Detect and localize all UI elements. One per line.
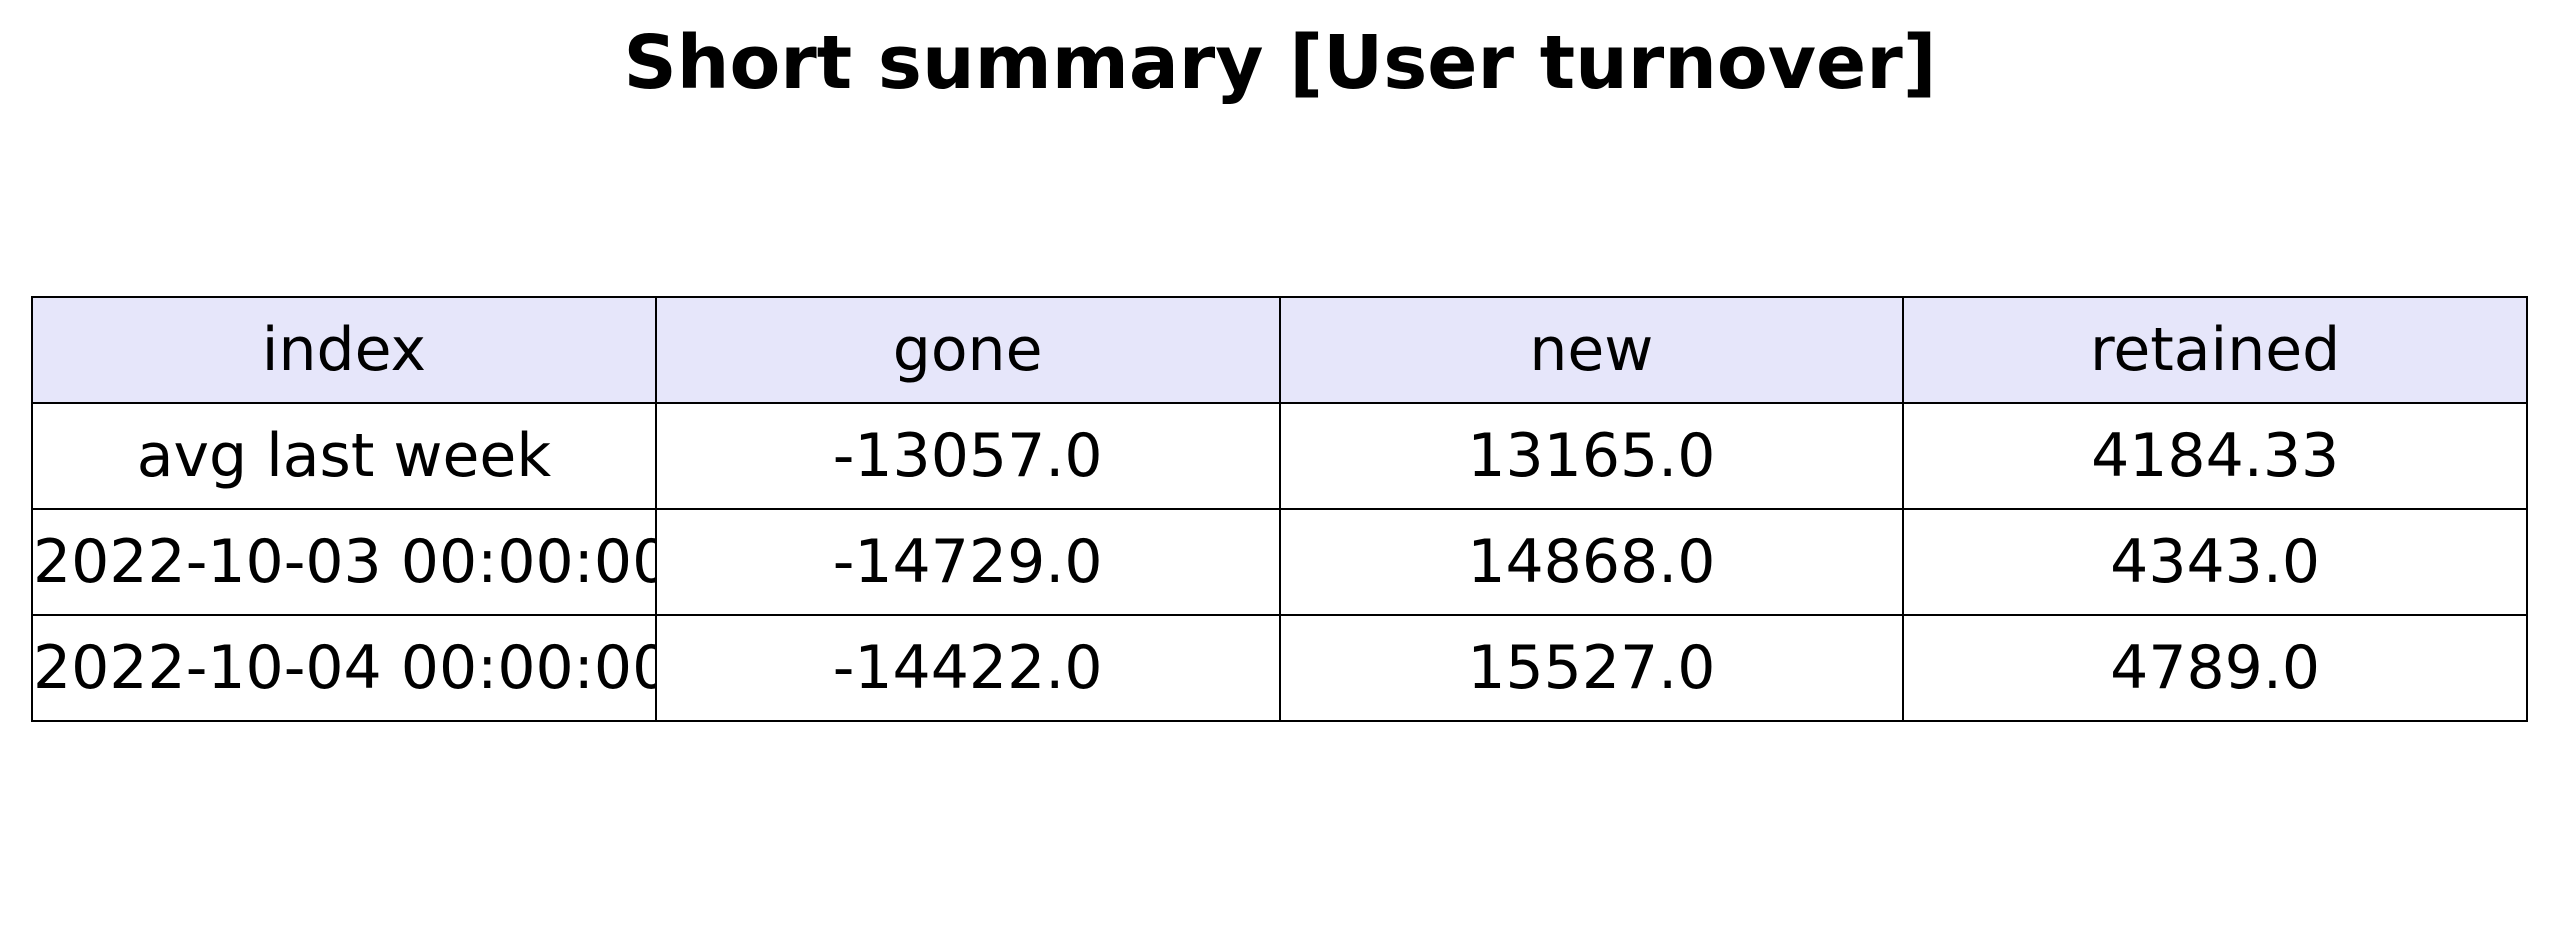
table-row: avg last week -13057.0 13165.0 4184.33 [31,402,2528,510]
column-header-gone: gone [654,296,1281,404]
summary-table: index gone new retained avg last week -1… [31,296,2528,722]
cell-retained: 4184.33 [1902,402,2528,510]
cell-index: 2022-10-04 00:00:00 [31,614,657,722]
column-header-index: index [31,296,657,404]
cell-gone: -14729.0 [654,508,1281,616]
cell-index: avg last week [31,402,657,510]
cell-gone: -13057.0 [654,402,1281,510]
table-row: 2022-10-04 00:00:00 -14422.0 15527.0 478… [31,614,2528,722]
chart-title: Short summary [User turnover] [623,20,1937,106]
table-row: 2022-10-03 00:00:00 -14729.0 14868.0 434… [31,508,2528,616]
table-header-row: index gone new retained [31,296,2528,404]
cell-gone: -14422.0 [654,614,1281,722]
cell-new: 13165.0 [1278,402,1905,510]
column-header-new: new [1278,296,1905,404]
cell-new: 15527.0 [1278,614,1905,722]
cell-retained: 4789.0 [1902,614,2528,722]
column-header-retained: retained [1902,296,2528,404]
cell-index: 2022-10-03 00:00:00 [31,508,657,616]
cell-new: 14868.0 [1278,508,1905,616]
cell-retained: 4343.0 [1902,508,2528,616]
